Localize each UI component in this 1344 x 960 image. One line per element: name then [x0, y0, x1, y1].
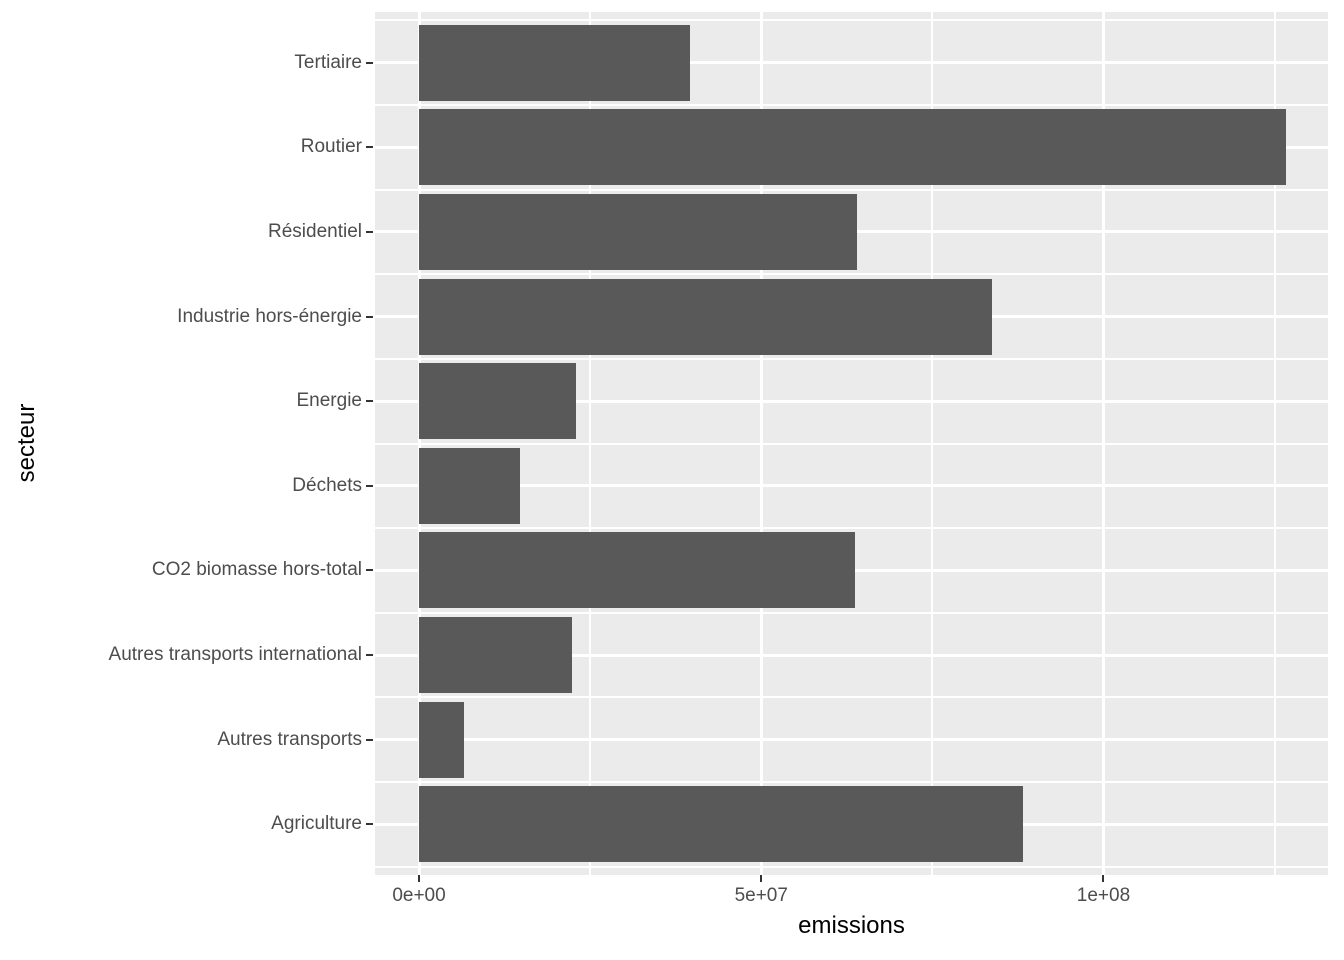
y-tick-label: Tertiaire [294, 51, 362, 73]
y-tick-mark [366, 146, 373, 149]
y-tick-label: Energie [296, 390, 363, 412]
bar-energie [419, 363, 576, 440]
y-tick-label: Autres transports international [108, 644, 362, 666]
gridline-major-horizontal [375, 738, 1328, 742]
gridline-minor-horizontal [375, 611, 1328, 614]
y-tick-label: CO2 biomasse hors-total [151, 559, 362, 581]
bar-co2-biomasse-hors-total [419, 532, 855, 609]
bar-r-sidentiel [419, 193, 858, 271]
bar-autres-transports [419, 701, 465, 778]
bar-tertiaire [419, 24, 691, 101]
gridline-major-vertical [417, 12, 421, 875]
bar-autres-transports-international [419, 616, 572, 694]
gridline-major-horizontal [375, 61, 1328, 65]
x-tick-label: 0e+00 [392, 885, 446, 906]
gridline-minor-horizontal [375, 780, 1328, 783]
y-tick-label: Résidentiel [268, 220, 362, 242]
gridline-minor-horizontal [375, 357, 1328, 360]
y-tick-mark [366, 484, 373, 487]
gridline-major-horizontal [375, 653, 1328, 657]
x-tick-label: 5e+07 [734, 885, 788, 906]
y-tick-mark [366, 654, 373, 657]
y-tick-mark [366, 315, 373, 318]
gridline-minor-horizontal [375, 865, 1328, 868]
y-axis-title: secteur [13, 403, 40, 483]
gridline-minor-horizontal [375, 442, 1328, 445]
y-tick-mark [366, 738, 373, 741]
gridline-major-horizontal [375, 484, 1328, 488]
gridline-minor-horizontal [375, 273, 1328, 276]
gridline-minor-horizontal [375, 104, 1328, 107]
x-tick-mark [418, 875, 420, 882]
gridline-minor-horizontal [375, 527, 1328, 530]
y-tick-label: Autres transports [217, 728, 362, 750]
x-tick-label: 1e+08 [1076, 885, 1131, 906]
x-axis-title: emissions [798, 912, 905, 939]
y-tick-label: Industrie hors-énergie [177, 305, 362, 327]
y-tick-mark [366, 823, 373, 826]
y-tick-label: Routier [300, 136, 362, 158]
bar-industrie-hors-nergie [419, 278, 992, 355]
y-tick-mark [366, 61, 373, 64]
y-tick-label: Déchets [292, 474, 362, 496]
gridline-major-horizontal [375, 399, 1328, 403]
x-tick-mark [1102, 875, 1105, 882]
gridline-major-vertical [759, 12, 763, 875]
gridline-minor-horizontal [375, 19, 1328, 22]
bar-routier [419, 109, 1286, 186]
gridline-minor-horizontal [375, 696, 1328, 699]
gridline-major-vertical [1101, 12, 1105, 875]
x-tick-mark [760, 875, 763, 882]
y-tick-label: Agriculture [271, 813, 362, 835]
y-tick-mark [366, 230, 373, 233]
y-tick-mark [366, 569, 373, 572]
bar-d-chets [419, 447, 521, 524]
gridline-minor-horizontal [375, 188, 1328, 191]
plot-panel [375, 12, 1328, 875]
bar-agriculture [419, 786, 1023, 863]
y-tick-mark [366, 400, 373, 403]
